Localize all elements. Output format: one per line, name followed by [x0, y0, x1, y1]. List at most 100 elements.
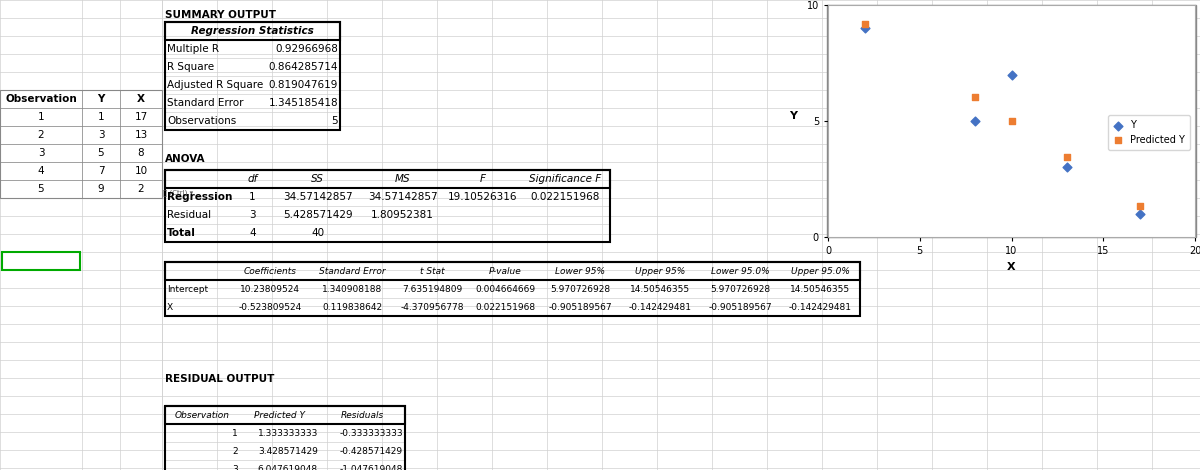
Text: 5: 5: [331, 116, 338, 126]
Text: Regression: Regression: [167, 192, 233, 202]
Y: [1057, 164, 1076, 171]
Text: 📋 (Ctrl) ▾: 📋 (Ctrl) ▾: [163, 190, 193, 196]
Text: Upper 95.0%: Upper 95.0%: [791, 266, 850, 275]
Text: 4: 4: [250, 228, 256, 238]
Text: R Square: R Square: [167, 62, 214, 72]
Text: Intercept: Intercept: [167, 284, 208, 293]
Text: Regression Statistics: Regression Statistics: [191, 26, 314, 36]
Text: -1.047619048: -1.047619048: [340, 464, 403, 470]
Bar: [166, 262, 860, 316]
Text: 2: 2: [233, 446, 238, 455]
Text: 5.970726928: 5.970726928: [550, 284, 610, 293]
Text: Predicted Y: Predicted Y: [254, 410, 306, 420]
Text: 9: 9: [97, 184, 104, 194]
Text: X: X: [137, 94, 145, 104]
Text: 1.333333333: 1.333333333: [258, 429, 318, 438]
Text: Residuals: Residuals: [341, 410, 384, 420]
Bar: [0, 90, 162, 198]
Text: 34.57142857: 34.57142857: [283, 192, 353, 202]
Predicted Y: [1057, 154, 1076, 161]
Bar: [166, 22, 340, 40]
Bar: [166, 262, 860, 280]
Text: Observation: Observation: [175, 410, 230, 420]
Text: X: X: [167, 303, 173, 312]
Bar: [166, 170, 610, 242]
Text: 7.635194809: 7.635194809: [402, 284, 463, 293]
Bar: [166, 22, 340, 130]
Text: 5.970726928: 5.970726928: [710, 284, 770, 293]
Text: F: F: [480, 174, 486, 184]
Text: 5: 5: [97, 148, 104, 158]
Text: 4: 4: [37, 166, 44, 176]
Text: 0.022151968: 0.022151968: [475, 303, 535, 312]
Text: 14.50546355: 14.50546355: [630, 284, 690, 293]
Text: Upper 95%: Upper 95%: [635, 266, 685, 275]
Text: 34.57142857: 34.57142857: [367, 192, 437, 202]
Text: Multiple R: Multiple R: [167, 44, 220, 54]
Y: [965, 117, 984, 125]
Text: 2: 2: [138, 184, 144, 194]
Text: 1.345185418: 1.345185418: [269, 98, 338, 108]
Text: MS: MS: [395, 174, 410, 184]
Y: [856, 24, 875, 32]
Bar: [166, 406, 406, 424]
Text: Coefficients: Coefficients: [244, 266, 296, 275]
Text: 1: 1: [37, 112, 44, 122]
Text: t Stat: t Stat: [420, 266, 445, 275]
X-axis label: X: X: [1007, 262, 1016, 272]
Text: 6.047619048: 6.047619048: [258, 464, 318, 470]
Y: [1002, 71, 1021, 78]
Text: 1.340908188: 1.340908188: [323, 284, 383, 293]
Text: Lower 95%: Lower 95%: [554, 266, 605, 275]
Text: -0.905189567: -0.905189567: [548, 303, 612, 312]
Text: 2: 2: [37, 130, 44, 140]
Text: 3.428571429: 3.428571429: [258, 446, 318, 455]
Text: Significance F: Significance F: [529, 174, 601, 184]
Text: 1: 1: [233, 429, 238, 438]
Text: 0.119838642: 0.119838642: [323, 303, 383, 312]
Text: 3: 3: [97, 130, 104, 140]
Bar: [827, 5, 1196, 237]
Text: 5: 5: [37, 184, 44, 194]
Text: df: df: [247, 174, 258, 184]
Text: Observation: Observation: [5, 94, 77, 104]
Text: P-value: P-value: [488, 266, 521, 275]
Text: 5.428571429: 5.428571429: [283, 210, 353, 220]
Text: 1: 1: [250, 192, 256, 202]
Text: SUMMARY OUTPUT: SUMMARY OUTPUT: [166, 10, 276, 20]
Text: -0.428571429: -0.428571429: [340, 446, 403, 455]
Text: 40: 40: [311, 228, 324, 238]
Y: [1130, 210, 1150, 218]
Predicted Y: [965, 93, 984, 101]
Text: -0.142429481: -0.142429481: [788, 303, 852, 312]
Text: 0.004664669: 0.004664669: [475, 284, 535, 293]
Text: 7: 7: [97, 166, 104, 176]
Text: -0.142429481: -0.142429481: [629, 303, 691, 312]
Text: 3: 3: [233, 464, 238, 470]
Text: SS: SS: [311, 174, 324, 184]
Text: 1.80952381: 1.80952381: [371, 210, 434, 220]
Text: 0.819047619: 0.819047619: [269, 80, 338, 90]
Text: -0.905189567: -0.905189567: [708, 303, 772, 312]
Predicted Y: [1002, 117, 1021, 125]
Text: ANOVA: ANOVA: [166, 154, 205, 164]
Text: 0.92966968: 0.92966968: [275, 44, 338, 54]
Text: 19.10526316: 19.10526316: [448, 192, 517, 202]
Text: Lower 95.0%: Lower 95.0%: [710, 266, 769, 275]
Text: 10.23809524: 10.23809524: [240, 284, 300, 293]
Text: Total: Total: [167, 228, 196, 238]
Text: -4.370956778: -4.370956778: [401, 303, 464, 312]
Text: Standard Error: Standard Error: [319, 266, 386, 275]
Text: 14.50546355: 14.50546355: [790, 284, 850, 293]
Bar: [166, 406, 406, 470]
Predicted Y: [856, 20, 875, 28]
Text: RESIDUAL OUTPUT: RESIDUAL OUTPUT: [166, 374, 275, 384]
Text: Observations: Observations: [167, 116, 236, 126]
Bar: [2, 252, 80, 270]
Y-axis label: Y: Y: [788, 111, 797, 121]
Text: Adjusted R Square: Adjusted R Square: [167, 80, 263, 90]
Text: -0.523809524: -0.523809524: [239, 303, 301, 312]
Predicted Y: [1130, 202, 1150, 210]
Text: 3: 3: [250, 210, 256, 220]
Text: 0.864285714: 0.864285714: [269, 62, 338, 72]
